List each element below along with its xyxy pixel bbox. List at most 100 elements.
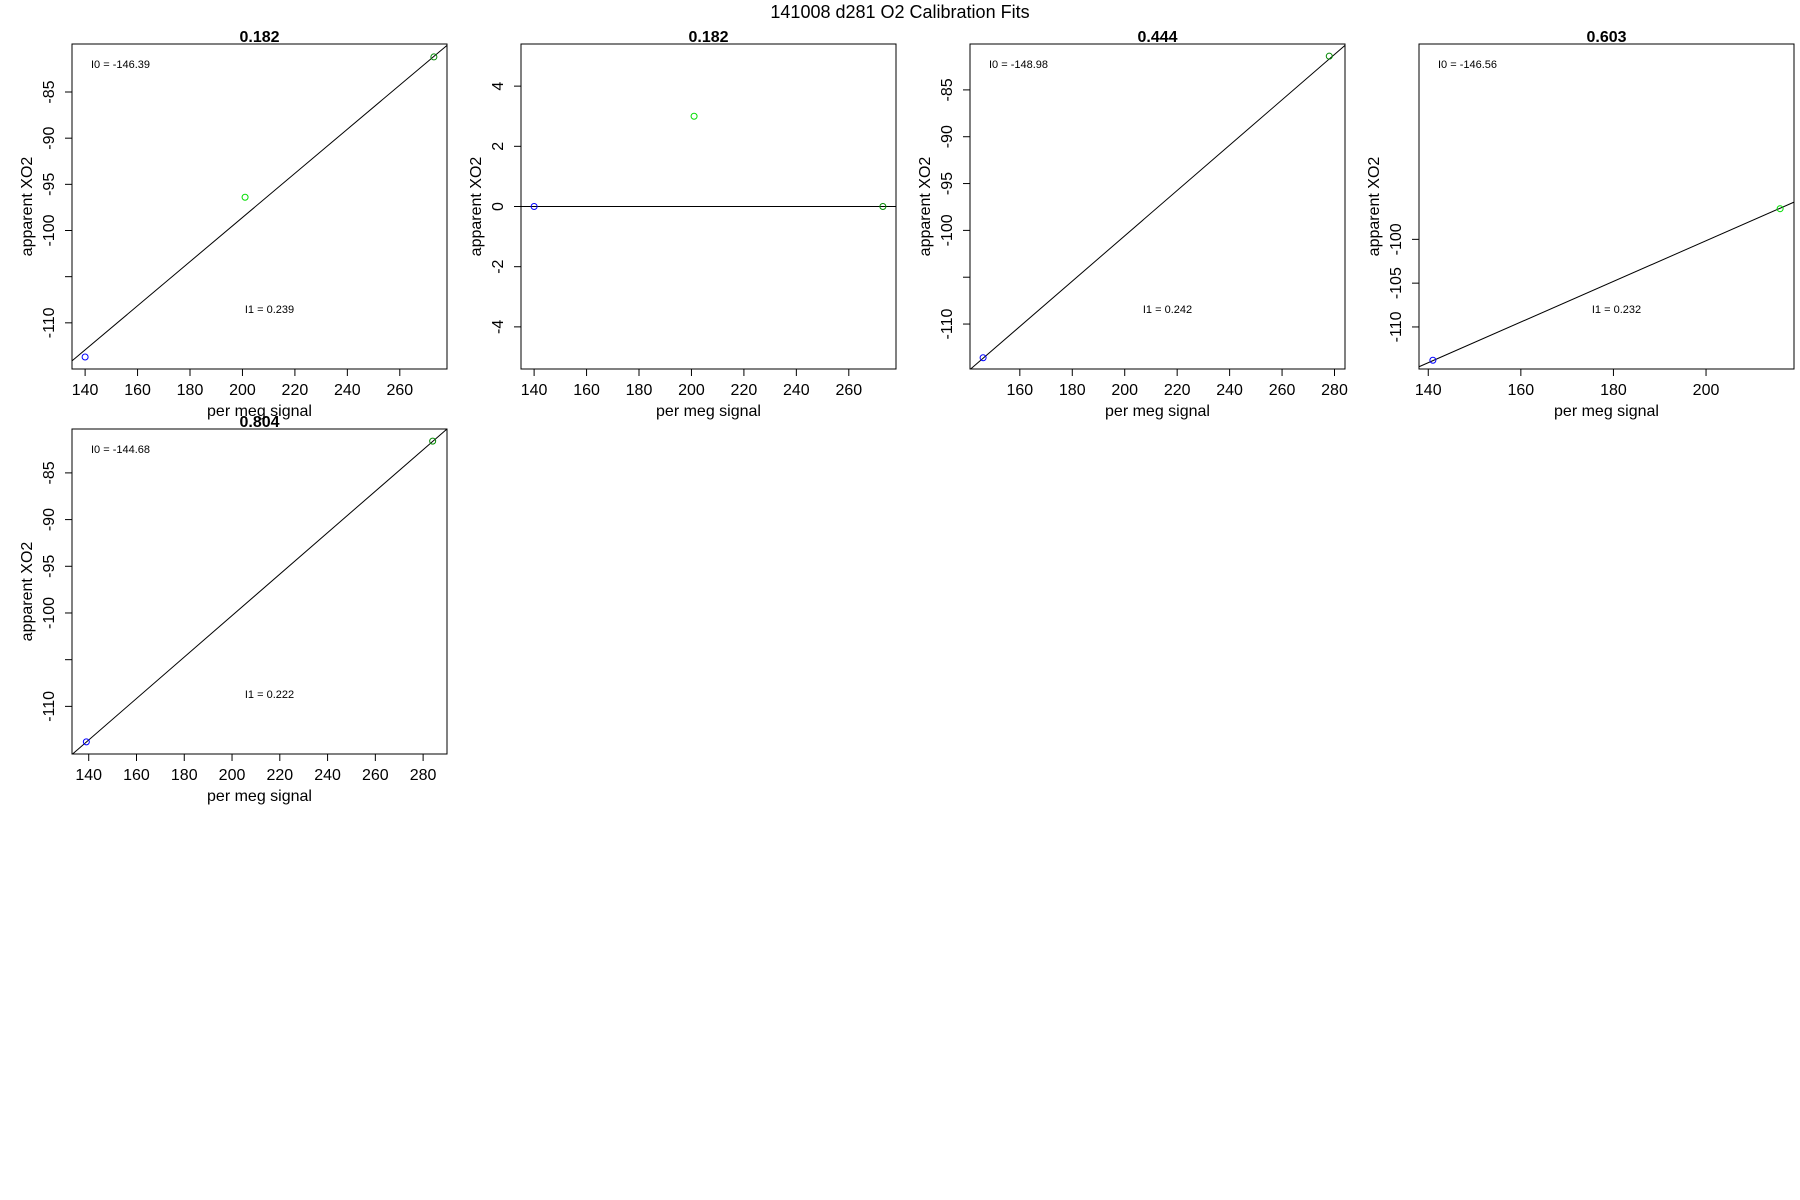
y-tick-label: -110 bbox=[1388, 311, 1405, 342]
x-tick-label: 160 bbox=[1006, 382, 1033, 399]
x-tick-label: 140 bbox=[1415, 382, 1442, 399]
x-tick-label: 260 bbox=[835, 382, 862, 399]
y-axis-label: apparent XO2 bbox=[19, 542, 36, 642]
x-tick-label: 140 bbox=[75, 767, 102, 784]
y-tick-label: -95 bbox=[939, 172, 956, 195]
panel-title: 0.444 bbox=[1137, 29, 1177, 46]
x-tick-label: 220 bbox=[282, 382, 309, 399]
data-point bbox=[81, 353, 89, 361]
data-point bbox=[241, 193, 249, 201]
x-axis-label: per meg signal bbox=[1105, 403, 1210, 420]
y-tick-label: -100 bbox=[41, 597, 58, 629]
plot-panel-5: 0.804 140 160 180 200 220 240 260 280 per meg sig… bbox=[19, 414, 448, 805]
y-axis-label: apparent XO2 bbox=[468, 157, 485, 257]
y-axis-label: apparent XO2 bbox=[917, 157, 934, 257]
x-tick-label: 180 bbox=[177, 382, 204, 399]
y-tick-label: 0 bbox=[490, 202, 507, 211]
x-axis-label: per meg signal bbox=[207, 403, 312, 420]
x-tick-label: 160 bbox=[573, 382, 600, 399]
x-tick-label: 160 bbox=[123, 767, 150, 784]
data-point bbox=[1325, 52, 1333, 60]
intercept-annotation: I0 = -148.98 bbox=[989, 59, 1048, 71]
x-tick-label: 280 bbox=[410, 767, 437, 784]
x-tick-label: 200 bbox=[1111, 382, 1138, 399]
x-tick-label: 240 bbox=[783, 382, 810, 399]
plot-panel-1: 0.182 140 160 180 200 220 240 260 per meg signal… bbox=[19, 29, 448, 420]
data-point bbox=[879, 203, 887, 210]
y-tick-label: -2 bbox=[490, 259, 507, 273]
slope-annotation: I1 = 0.232 bbox=[1592, 304, 1641, 316]
y-axis-label: apparent XO2 bbox=[1366, 157, 1383, 257]
x-tick-label: 140 bbox=[521, 382, 548, 399]
x-tick-label: 240 bbox=[334, 382, 361, 399]
x-tick-label: 140 bbox=[72, 382, 99, 399]
page-title: 141008 d281 O2 Calibration Fits bbox=[770, 2, 1030, 22]
x-tick-label: 200 bbox=[678, 382, 705, 399]
y-tick-label: -90 bbox=[939, 125, 956, 148]
plot-panel-4: 0.603 140 160 180 200 per meg signal -100 -105 -… bbox=[1366, 29, 1795, 420]
y-tick-label: 2 bbox=[490, 142, 507, 151]
y-tick-label: -95 bbox=[41, 173, 58, 196]
fit-line bbox=[1418, 201, 1795, 368]
fit-line bbox=[970, 45, 1346, 370]
y-tick-label: -85 bbox=[939, 78, 956, 101]
x-tick-label: 180 bbox=[626, 382, 653, 399]
data-point bbox=[82, 738, 90, 746]
fit-line bbox=[71, 44, 448, 362]
y-tick-label: -95 bbox=[41, 555, 58, 578]
y-tick-label: -90 bbox=[41, 127, 58, 150]
x-tick-label: 220 bbox=[266, 767, 293, 784]
x-tick-label: 200 bbox=[1693, 382, 1720, 399]
data-point bbox=[1429, 356, 1437, 364]
x-tick-label: 160 bbox=[1508, 382, 1535, 399]
x-tick-label: 180 bbox=[171, 767, 198, 784]
y-tick-label: -100 bbox=[939, 214, 956, 246]
y-tick-label: -105 bbox=[1388, 267, 1405, 299]
x-tick-label: 180 bbox=[1059, 382, 1086, 399]
panel-title: 0.603 bbox=[1586, 29, 1626, 46]
data-point bbox=[530, 203, 538, 210]
x-tick-label: 220 bbox=[1164, 382, 1191, 399]
slope-annotation: I1 = 0.222 bbox=[245, 689, 294, 701]
y-tick-label: -110 bbox=[41, 307, 58, 338]
slope-annotation: I1 = 0.242 bbox=[1143, 304, 1192, 316]
data-point bbox=[429, 437, 437, 445]
data-point bbox=[1776, 205, 1784, 213]
data-point bbox=[690, 112, 698, 120]
intercept-annotation: I0 = -144.68 bbox=[91, 444, 150, 456]
y-axis-label: apparent XO2 bbox=[19, 157, 36, 257]
y-tick-label: -85 bbox=[41, 461, 58, 484]
x-tick-label: 260 bbox=[386, 382, 413, 399]
x-tick-label: 200 bbox=[229, 382, 256, 399]
x-tick-label: 240 bbox=[314, 767, 341, 784]
data-point bbox=[979, 354, 987, 362]
x-tick-label: 240 bbox=[1216, 382, 1243, 399]
x-tick-label: 160 bbox=[124, 382, 151, 399]
panel-title: 0.182 bbox=[239, 29, 279, 46]
plot-panel-3: 0.444 160 180 200 220 240 260 280 per meg signal… bbox=[917, 29, 1348, 420]
panel-title: 0.804 bbox=[239, 414, 279, 431]
x-axis-label: per meg signal bbox=[1554, 403, 1659, 420]
slope-annotation: I1 = 0.239 bbox=[245, 304, 294, 316]
x-tick-label: 280 bbox=[1321, 382, 1348, 399]
x-axis-label: per meg signal bbox=[656, 403, 761, 420]
x-tick-label: 200 bbox=[219, 767, 246, 784]
plot-frame bbox=[969, 43, 1346, 370]
y-tick-label: 4 bbox=[490, 82, 507, 91]
x-tick-label: 180 bbox=[1600, 382, 1627, 399]
x-tick-label: 220 bbox=[731, 382, 758, 399]
y-tick-label: -110 bbox=[41, 691, 58, 722]
x-axis-label: per meg signal bbox=[207, 788, 312, 805]
y-tick-label: -85 bbox=[41, 80, 58, 103]
y-tick-label: -110 bbox=[939, 309, 956, 340]
intercept-annotation: I0 = -146.56 bbox=[1438, 59, 1497, 71]
y-tick-label: -100 bbox=[1388, 223, 1405, 255]
y-tick-label: -4 bbox=[490, 320, 507, 334]
x-tick-label: 260 bbox=[1269, 382, 1296, 399]
y-tick-label: -90 bbox=[41, 508, 58, 531]
x-tick-label: 260 bbox=[362, 767, 389, 784]
fit-line bbox=[72, 428, 448, 755]
y-tick-label: -100 bbox=[41, 214, 58, 246]
